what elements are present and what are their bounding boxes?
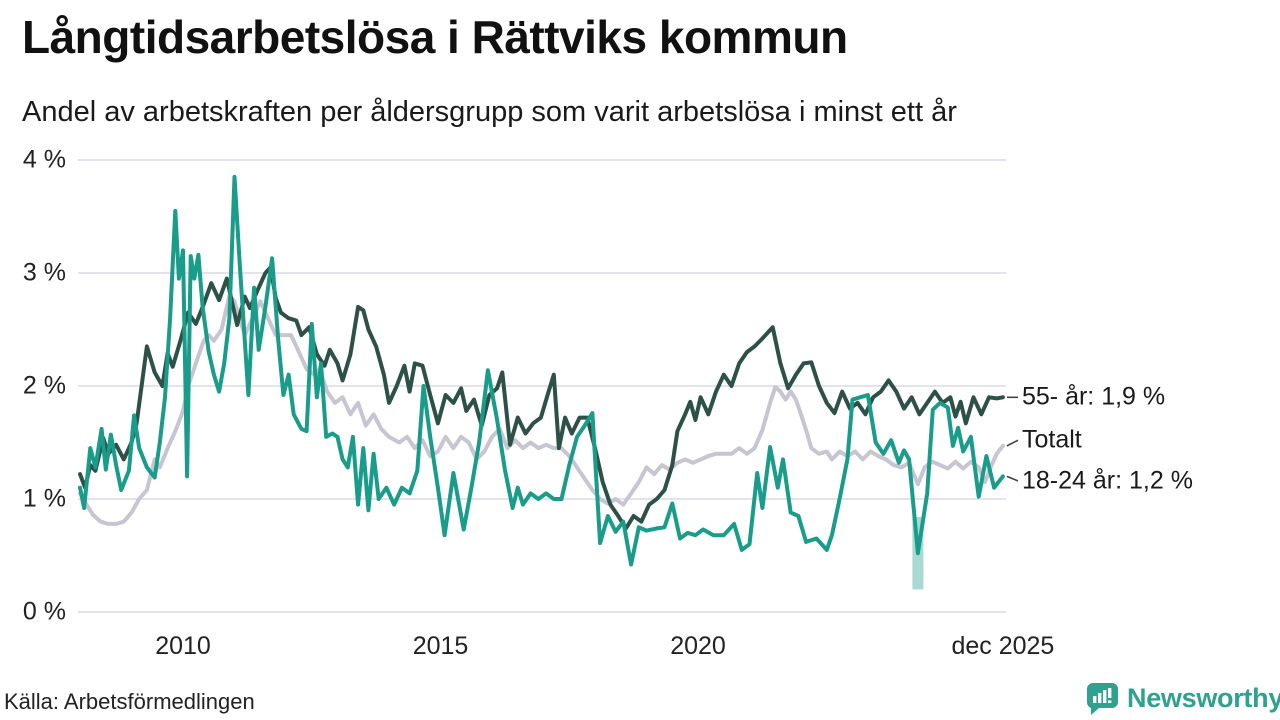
leader-line-18-24 år (1006, 475, 1019, 482)
y-axis-tick-label: 4 % (22, 145, 66, 174)
y-axis-tick-label: 0 % (22, 597, 66, 626)
page-subtitle: Andel av arbetskraften per åldersgrupp s… (22, 96, 957, 128)
x-axis-tick-label: 2010 (155, 632, 211, 660)
newsworthy-logo-text: Newsworthy (1127, 683, 1280, 713)
series-end-label-18-24 år: 18-24 år: 1,2 % (1022, 466, 1193, 495)
leader-line-Totalt (1006, 439, 1019, 447)
x-axis-tick-label: 2020 (670, 632, 726, 660)
page-title: Långtidsarbetslösa i Rättviks kommun (22, 11, 848, 63)
x-axis-tick-label: dec 2025 (951, 632, 1055, 660)
y-axis-tick-label: 2 % (22, 371, 66, 400)
series-end-label-Totalt: Totalt (1022, 425, 1082, 454)
x-axis-tick-label: 2015 (412, 632, 469, 660)
series-end-label-55- år: 55- år: 1,9 % (1022, 382, 1166, 411)
newsworthy-logo: Newsworthy (1086, 682, 1280, 715)
series-line-18-24 år (78, 174, 1005, 567)
y-axis-tick-label: 3 % (22, 258, 66, 287)
source-note: Källa: Arbetsförmedlingen (4, 689, 255, 714)
newsworthy-logo-icon (1086, 683, 1118, 715)
y-axis-tick-label: 1 % (22, 484, 66, 513)
